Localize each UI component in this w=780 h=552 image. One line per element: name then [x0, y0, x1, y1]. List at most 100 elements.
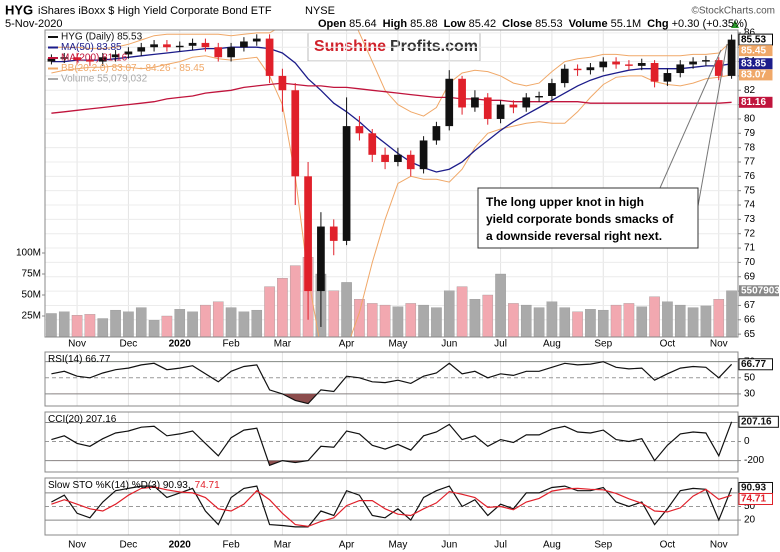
candle-body — [522, 97, 531, 108]
volume-bar — [469, 299, 481, 337]
x-tick-label: Jun — [441, 339, 457, 350]
value-box — [739, 58, 773, 70]
candle-body — [548, 83, 556, 96]
volume-bar — [200, 304, 211, 337]
y-tick-label: 67 — [744, 300, 756, 311]
candle-body — [86, 60, 94, 62]
y-tick-label: 50 — [744, 372, 756, 383]
candle-body — [98, 57, 107, 62]
x-tick-label: Aug — [543, 339, 561, 350]
annotation-text: yield corporate bonds smacks of — [486, 212, 674, 226]
y-tick-label: 76 — [744, 171, 756, 182]
value-label: 83.07 — [741, 70, 766, 81]
candle-body — [60, 57, 69, 59]
candle-body — [137, 47, 146, 52]
legend-label: MA(200) 81.16 — [61, 53, 128, 64]
candle-body — [227, 47, 235, 58]
volume-bar — [97, 318, 109, 337]
y-tick-label: 75 — [744, 185, 756, 196]
y-tick-label: 0 — [744, 436, 750, 447]
candle-body — [535, 95, 543, 98]
annotation-pointer — [697, 43, 728, 207]
panel-frame — [44, 477, 739, 536]
volume-bar — [238, 311, 250, 337]
indicator-line — [51, 361, 733, 405]
candle-body — [342, 126, 351, 241]
x-tick-label: Feb — [222, 540, 240, 551]
volume-bar — [379, 304, 391, 337]
candle-body — [317, 226, 325, 292]
y-tick-label: 79 — [744, 128, 756, 139]
candle-body — [432, 126, 441, 141]
x-tick-label: Mar — [274, 540, 292, 551]
volume-tick-label: 100M — [16, 248, 41, 259]
value-label: 207.16 — [741, 416, 772, 427]
volume-bar — [418, 304, 429, 337]
candle-body — [586, 67, 595, 71]
value-box — [738, 415, 779, 428]
volume-bar — [392, 306, 404, 337]
quote-value: 85.64 — [349, 18, 377, 30]
volume-bar — [508, 303, 519, 337]
volume-bar — [135, 307, 147, 337]
x-tick-label: Nov — [710, 540, 728, 551]
value-label: 55079032 — [741, 285, 780, 296]
panel-frame — [44, 29, 739, 338]
plot-area — [51, 485, 733, 528]
quote-label: Open — [318, 18, 346, 30]
volume-bar — [431, 307, 442, 337]
quote-value: 85.88 — [410, 18, 438, 30]
legend-label: 74.71 — [195, 480, 220, 491]
y-tick-label: 70 — [744, 257, 756, 268]
legend-label: MA(50) 83.85 — [61, 42, 122, 53]
value-label: 85.53 — [741, 34, 766, 45]
volume-bar — [212, 301, 224, 337]
volume-bar — [597, 309, 609, 337]
candle-body — [381, 154, 389, 162]
panel-title: CCI(20) 207.16 — [48, 414, 117, 425]
annotation-pointer — [659, 49, 722, 189]
volume-bar — [585, 309, 596, 337]
candle-body — [637, 62, 646, 66]
x-tick-label: Nov — [710, 339, 728, 350]
x-tick-label: Dec — [120, 540, 138, 551]
x-tick-label: Mar — [274, 339, 292, 350]
volume-bar — [687, 307, 699, 337]
candle-body — [560, 68, 569, 84]
annotation-text: a downside reversal right next. — [486, 229, 662, 243]
candle-body — [714, 60, 723, 76]
volume-bar — [713, 299, 725, 337]
volume-bar — [495, 273, 506, 337]
value-label: 74.71 — [741, 494, 766, 505]
volume-bar — [700, 305, 712, 337]
plot-area — [46, 30, 737, 337]
volume-bar — [482, 294, 494, 337]
volume-bar — [726, 290, 737, 337]
panel-title: RSI(14) 66.77 — [48, 354, 111, 365]
legend-label: BB(20,2.0) 83.07 - 84.26 - 85.45 — [61, 63, 205, 74]
x-tick-label: 2020 — [169, 339, 192, 350]
candle-body — [663, 73, 672, 82]
volume-bar — [649, 296, 660, 337]
candle-body — [689, 61, 697, 65]
exchange: NYSE — [305, 5, 335, 17]
moving-average — [51, 82, 732, 114]
legend-label: Volume 55,079,032 — [61, 74, 148, 85]
volume-bar — [443, 290, 455, 337]
value-label: 85.45 — [741, 45, 766, 56]
y-tick-label: 86 — [744, 28, 756, 39]
x-tick-label: May — [388, 339, 407, 350]
volume-bar — [456, 286, 468, 337]
band-lower — [51, 55, 732, 337]
y-tick-label: 74 — [744, 200, 756, 211]
volume-bar — [46, 313, 57, 337]
x-tick-label: Apr — [339, 339, 355, 350]
y-tick-label: 80 — [744, 114, 756, 125]
source: ©StockCharts.com — [691, 6, 775, 17]
candle-body — [252, 38, 261, 42]
volume-tick-label: 50M — [22, 290, 41, 301]
candle-body — [394, 154, 402, 162]
volume-tick-label: 25M — [22, 311, 41, 322]
candle-body — [445, 78, 454, 127]
